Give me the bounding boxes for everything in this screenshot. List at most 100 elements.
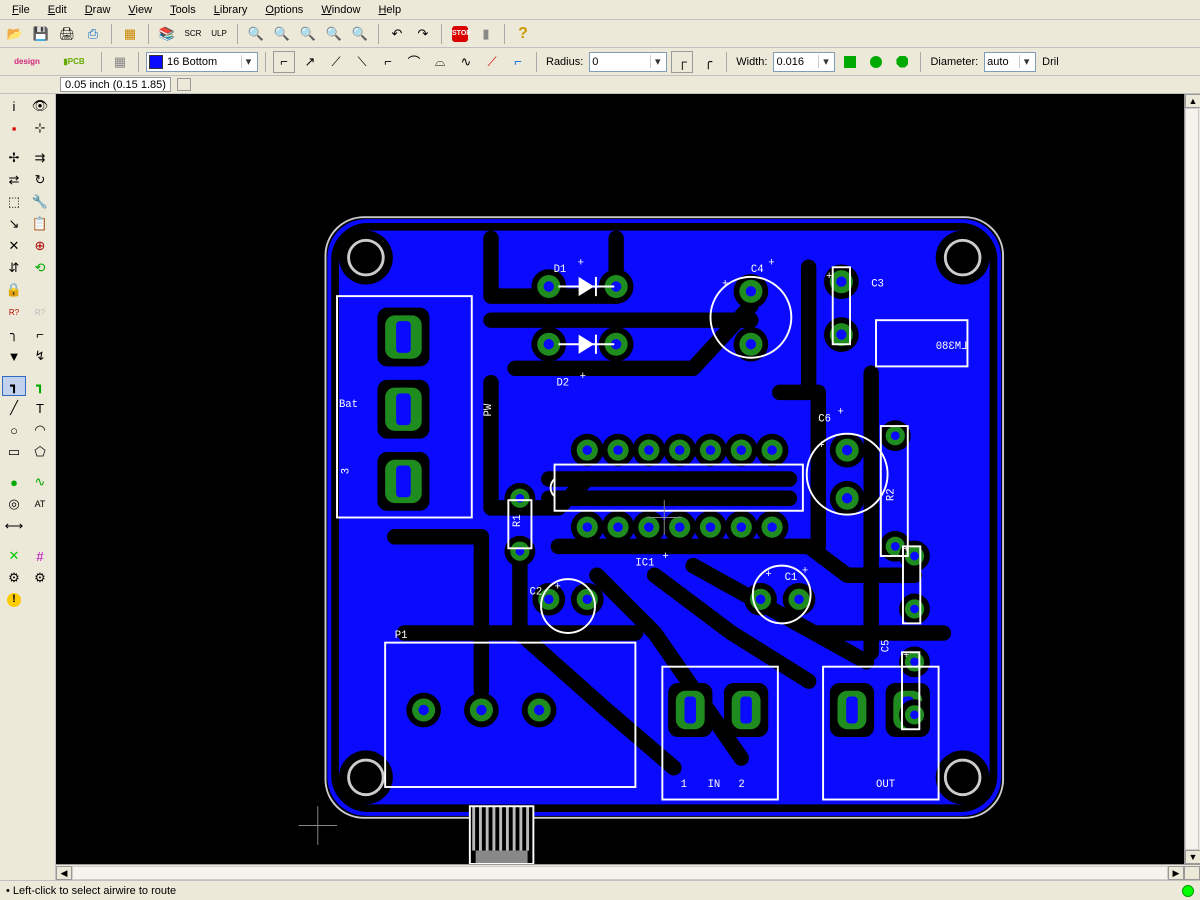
board-sch-switch-icon[interactable]: ▦ [119,23,141,45]
open-icon[interactable]: 📂 [4,23,26,45]
wirebend-6-icon[interactable]: ⌓ [429,51,451,73]
miter-straight-icon[interactable]: ╭ [697,51,719,73]
rotate-tool-icon[interactable]: ↻ [28,170,52,190]
name-tool-icon[interactable]: R? [2,302,26,322]
replace-tool-icon[interactable]: ⟲ [28,258,52,278]
route-tool-icon[interactable]: ┓ [2,376,26,396]
miter-round-icon[interactable]: ┌ [671,51,693,73]
help-icon[interactable]: ? [512,23,534,45]
via-octagon-icon[interactable] [891,51,913,73]
scroll-right-icon[interactable]: ▶ [1168,866,1184,880]
layers-tool-icon[interactable]: ▪ [2,118,26,138]
layer-combo[interactable]: 16 Bottom ▾ [146,52,258,72]
errors-tool-icon[interactable]: ! [2,590,26,610]
menu-help[interactable]: Help [370,2,409,18]
signal-tool-icon[interactable]: ∿ [28,472,52,492]
wirebend-5-icon[interactable]: ⌒ [403,51,425,73]
menu-file[interactable]: File [4,2,38,18]
mirror-tool-icon[interactable]: ⇄ [2,170,26,190]
menu-view[interactable]: View [120,2,160,18]
coord-toggle[interactable] [177,78,191,91]
designlink-icon[interactable]: design [4,51,50,73]
miter-tool-icon[interactable]: ╮ [2,324,26,344]
mark-tool-icon[interactable]: ⊹ [28,118,52,138]
wire-tool-icon[interactable]: ╱ [2,398,26,418]
stop-icon[interactable]: STOP [449,23,471,45]
smash-tool-icon[interactable] [28,280,52,300]
split-tool-icon[interactable]: ⌐ [28,324,52,344]
redo-icon[interactable]: ↷ [412,23,434,45]
width-combo[interactable]: 0.016 ▾ [773,52,835,72]
optimize-tool-icon[interactable]: ▼ [2,346,26,366]
rect-tool-icon[interactable]: ▭ [2,442,26,462]
via-round-icon[interactable] [865,51,887,73]
zoom-select-icon[interactable]: 🔍 [349,23,371,45]
add-tool-icon[interactable]: ⊕ [28,236,52,256]
meander-tool-icon[interactable]: ↯ [28,346,52,366]
scroll-up-icon[interactable]: ▲ [1185,94,1200,108]
ratsnest-tool-icon[interactable]: ✕ [2,546,26,566]
wirebend-3-icon[interactable]: ⟍ [351,51,373,73]
value-tool-icon[interactable]: R? [28,302,52,322]
zoom-redraw-icon[interactable]: 🔍 [323,23,345,45]
zoom-fit-icon[interactable]: 🔍 [245,23,267,45]
hole-tool-icon[interactable]: ◎ [2,494,26,514]
circle-tool-icon[interactable]: ○ [2,420,26,440]
wirebend-4-icon[interactable]: ⌐ [377,51,399,73]
layout-canvas[interactable]: +++++++D1D2C4C3LM380BatPWR1IC1C2C1C6R2P1… [56,94,1184,864]
drc-tool-icon[interactable]: ⚙ [28,568,52,588]
menu-draw[interactable]: Draw [77,2,119,18]
menu-edit[interactable]: Edit [40,2,75,18]
radius-combo[interactable]: 0 ▾ [589,52,667,72]
save-icon[interactable]: 💾 [30,23,52,45]
wirebend-7-icon[interactable]: ∿ [455,51,477,73]
polygon-tool-icon[interactable]: ⬠ [28,442,52,462]
lock-tool-icon[interactable]: 🔒 [2,280,26,300]
zoom-in-icon[interactable]: 🔍 [271,23,293,45]
scroll-down-icon[interactable]: ▼ [1185,850,1200,864]
auto-tool-icon[interactable]: # [28,546,52,566]
wirebend-8-icon[interactable]: ⟋ [481,51,503,73]
pcbquote-icon[interactable]: ▮PCB [54,51,94,73]
wirebend-2-icon[interactable]: ⟋ [325,51,347,73]
vertical-scrollbar[interactable]: ▲ ▼ [1184,94,1200,864]
ripup-tool-icon[interactable]: ┓ [28,376,52,396]
wirebend-0-icon[interactable]: ⌐ [273,51,295,73]
via-tool-icon[interactable]: ● [2,472,26,492]
undo-icon[interactable]: ↶ [386,23,408,45]
zoom-out-icon[interactable]: 🔍 [297,23,319,45]
script-icon[interactable]: SCR [182,23,204,45]
menu-options[interactable]: Options [257,2,311,18]
via-square-icon[interactable] [839,51,861,73]
cam-icon[interactable]: ⎙ [82,23,104,45]
cut-tool-icon[interactable]: ↘ [2,214,26,234]
dimension-tool-icon[interactable]: ⟷ [2,516,26,536]
library-icon[interactable]: 📚 [156,23,178,45]
info-tool-icon[interactable]: i [2,96,26,116]
ulp-icon[interactable]: ULP [208,23,230,45]
show-tool-icon[interactable]: 👁 [28,96,52,116]
erc-tool-icon[interactable]: ⚙ [2,568,26,588]
scroll-left-icon[interactable]: ◀ [56,866,72,880]
attribute-tool-icon[interactable]: AT [28,494,52,514]
go-icon[interactable]: ▮ [475,23,497,45]
horizontal-scrollbar[interactable]: ◀ ▶ [56,864,1200,880]
move-tool-icon[interactable]: ✢ [2,148,26,168]
change-tool-icon[interactable]: 🔧 [28,192,52,212]
pinswap-tool-icon[interactable]: ⇵ [2,258,26,278]
wirebend-9-icon[interactable]: ⌐ [507,51,529,73]
grid-icon[interactable]: ▦ [109,51,131,73]
menu-library[interactable]: Library [206,2,256,18]
menu-tools[interactable]: Tools [162,2,204,18]
print-icon[interactable]: 🖨 [56,23,78,45]
text-tool-icon[interactable]: T [28,398,52,418]
diameter-combo[interactable]: auto ▾ [984,52,1036,72]
group-tool-icon[interactable]: ⬚ [2,192,26,212]
delete-tool-icon[interactable]: ✕ [2,236,26,256]
paste-tool-icon[interactable]: 📋 [28,214,52,234]
menu-window[interactable]: Window [313,2,368,18]
arc-tool-icon[interactable]: ◠ [28,420,52,440]
wirebend-1-icon[interactable]: ↗ [299,51,321,73]
copy-tool-icon[interactable]: ⇉ [28,148,52,168]
status-text: • Left-click to select airwire to route [6,885,176,897]
